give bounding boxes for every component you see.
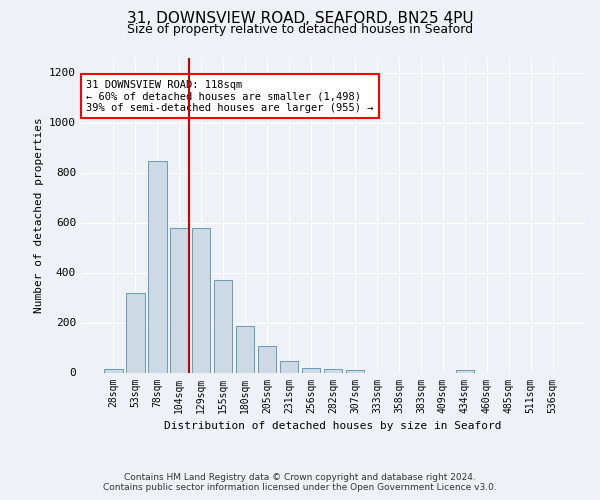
Bar: [346, 370, 364, 372]
Y-axis label: Number of detached properties: Number of detached properties: [34, 117, 44, 313]
Bar: [236, 326, 254, 372]
X-axis label: Distribution of detached houses by size in Seaford: Distribution of detached houses by size …: [164, 421, 502, 431]
Text: Size of property relative to detached houses in Seaford: Size of property relative to detached ho…: [127, 22, 473, 36]
Bar: [170, 228, 188, 372]
Bar: [214, 280, 232, 372]
Text: 31, DOWNSVIEW ROAD, SEAFORD, BN25 4PU: 31, DOWNSVIEW ROAD, SEAFORD, BN25 4PU: [127, 11, 473, 26]
Text: 31 DOWNSVIEW ROAD: 118sqm
← 60% of detached houses are smaller (1,498)
39% of se: 31 DOWNSVIEW ROAD: 118sqm ← 60% of detac…: [86, 80, 374, 113]
Bar: [323, 369, 343, 372]
Bar: [148, 161, 167, 372]
Bar: [280, 361, 298, 372]
Bar: [455, 370, 474, 372]
Bar: [302, 368, 320, 372]
Text: Contains HM Land Registry data © Crown copyright and database right 2024.
Contai: Contains HM Land Registry data © Crown c…: [103, 473, 497, 492]
Bar: [258, 346, 277, 372]
Bar: [104, 369, 122, 372]
Bar: [192, 228, 211, 372]
Bar: [126, 292, 145, 372]
